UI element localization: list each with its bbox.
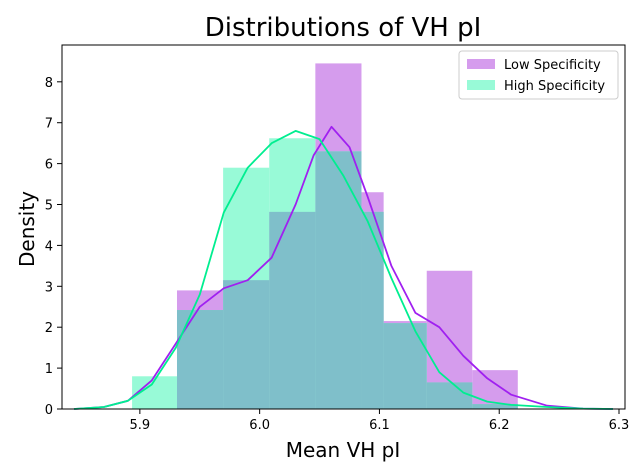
y-tick-label: 1 bbox=[45, 362, 53, 377]
chart-title: Distributions of VH pI bbox=[205, 13, 482, 43]
y-tick-label: 3 bbox=[45, 280, 53, 295]
overlap-bar-3 bbox=[269, 211, 316, 409]
y-tick-label: 7 bbox=[45, 117, 53, 132]
x-tick-label: 6.0 bbox=[249, 418, 270, 433]
y-tick-label: 6 bbox=[45, 158, 53, 173]
x-axis-title: Mean VH pI bbox=[286, 438, 401, 462]
axes: 5.9 6.0 6.1 6.2 6.3 0 1 2 3 4 5 6 7 8 bbox=[45, 44, 630, 433]
y-tick-label: 0 bbox=[45, 403, 53, 418]
plot-area bbox=[73, 63, 614, 410]
legend-label: High Specificity bbox=[504, 79, 605, 94]
x-tick-label: 6.1 bbox=[369, 418, 390, 433]
legend: Low Specificity High Specificity bbox=[458, 50, 619, 100]
y-tick-label: 5 bbox=[45, 199, 53, 214]
overlap-bar-5 bbox=[361, 211, 384, 409]
overlap-bar-8 bbox=[472, 404, 518, 409]
overlap-bar-2 bbox=[223, 280, 270, 409]
y-tick-label: 4 bbox=[45, 239, 53, 254]
low-specificity-kde-line bbox=[73, 125, 614, 410]
legend-swatch bbox=[467, 59, 495, 69]
overlap-bar-6 bbox=[383, 323, 427, 409]
axes-frame bbox=[61, 44, 626, 410]
overlap-bar-4 bbox=[315, 151, 362, 409]
legend-swatch bbox=[467, 80, 495, 90]
y-tick-label: 2 bbox=[45, 321, 53, 336]
high-specificity-kde-line bbox=[73, 130, 614, 410]
y-tick-label: 8 bbox=[45, 76, 53, 91]
x-tick-label: 6.3 bbox=[609, 418, 630, 433]
overlap-bar-7 bbox=[426, 382, 473, 409]
legend-label: Low Specificity bbox=[504, 58, 601, 73]
legend-box bbox=[458, 50, 619, 100]
y-axis-title: Density bbox=[15, 191, 39, 267]
overlap-bar-1 bbox=[176, 310, 224, 409]
x-tick-label: 5.9 bbox=[130, 418, 151, 433]
x-tick-label: 6.2 bbox=[489, 418, 510, 433]
